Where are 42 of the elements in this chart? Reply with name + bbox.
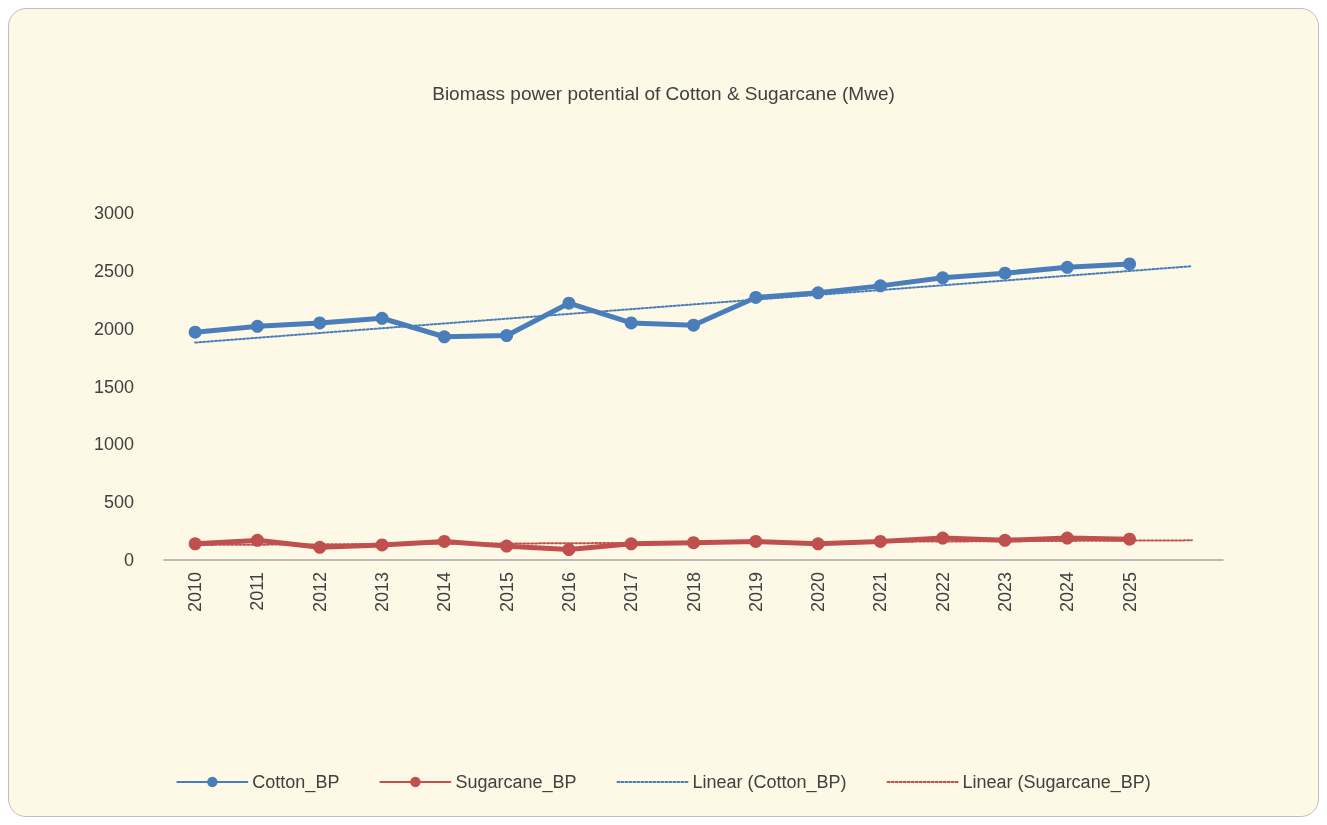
x-tick-label: 2023 xyxy=(994,572,1015,613)
chart-title: Biomass power potential of Cotton & Sugarcane (Mwe) xyxy=(432,83,895,104)
point xyxy=(687,318,700,332)
legend-label: Linear (Cotton_BP) xyxy=(692,772,847,793)
y-tick-label: 1500 xyxy=(93,376,134,397)
point xyxy=(188,325,202,339)
x-tick-label: 2011 xyxy=(247,572,268,611)
x-tick-label: 2025 xyxy=(1119,572,1140,613)
point xyxy=(1123,257,1137,271)
y-tick-label: 0 xyxy=(123,550,134,570)
x-tick-label: 2020 xyxy=(808,572,829,613)
point xyxy=(437,330,451,344)
legend-label: Cotton_BP xyxy=(252,772,340,793)
point xyxy=(624,316,638,330)
y-tick-label: 2000 xyxy=(93,318,134,339)
y-tick-label: 3000 xyxy=(93,203,134,223)
legend-label: Sugarcane_BP xyxy=(455,772,577,793)
x-tick-label: 2015 xyxy=(496,572,517,613)
point xyxy=(1060,260,1074,274)
point xyxy=(936,271,950,285)
point xyxy=(375,311,389,325)
y-tick-label: 500 xyxy=(103,492,134,513)
point xyxy=(313,316,327,330)
x-tick-label: 2018 xyxy=(683,572,704,613)
y-tick-label: 1000 xyxy=(93,434,134,455)
x-tick-label: 2016 xyxy=(558,572,579,613)
point xyxy=(562,543,576,557)
x-tick-label: 2019 xyxy=(745,572,766,613)
y-tick-label: 2500 xyxy=(93,260,134,281)
x-tick-label: 2010 xyxy=(185,572,206,613)
point xyxy=(500,329,514,343)
point xyxy=(562,296,576,310)
x-tick-label: 2017 xyxy=(621,572,642,613)
x-tick-label: 2012 xyxy=(309,572,330,613)
point xyxy=(998,266,1012,280)
legend-label: Linear (Sugarcane_BP) xyxy=(962,772,1151,793)
x-tick-label: 2022 xyxy=(932,572,953,613)
x-tick-label: 2021 xyxy=(870,572,891,613)
x-tick-label: 2013 xyxy=(372,572,393,613)
x-tick-label: 2014 xyxy=(434,572,455,613)
x-tick-label: 2024 xyxy=(1057,572,1078,613)
point xyxy=(250,319,264,333)
